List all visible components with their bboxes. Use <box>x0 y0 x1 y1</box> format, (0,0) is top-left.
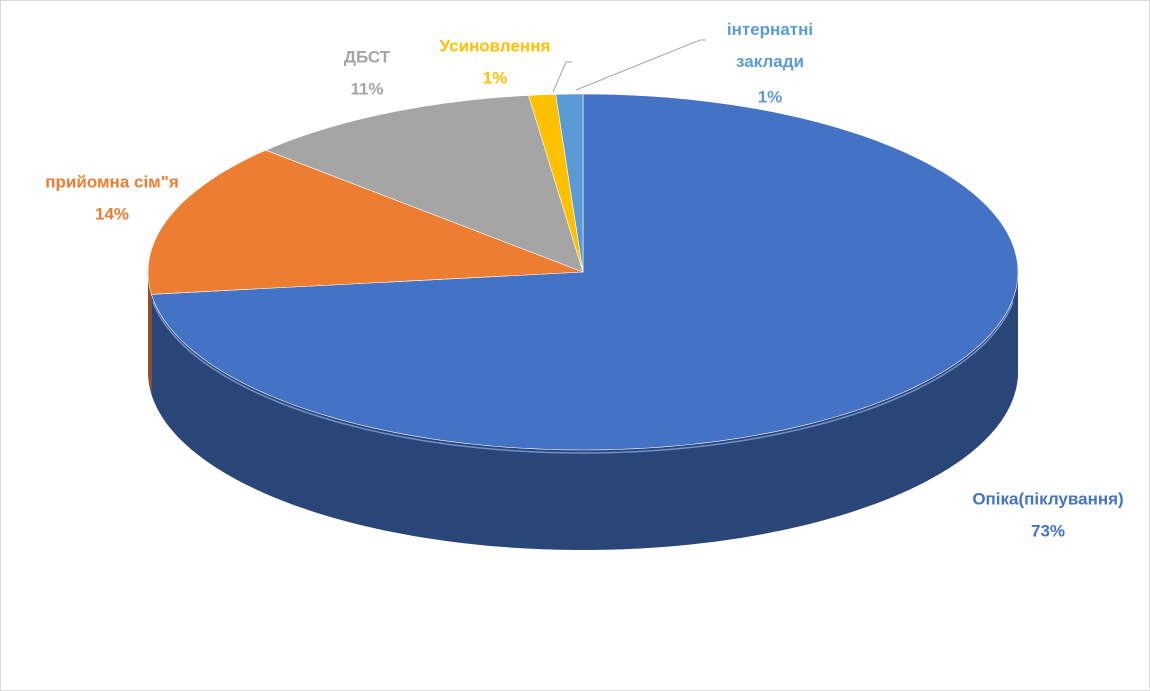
slice <box>147 149 584 295</box>
slice-side-shade <box>148 272 152 395</box>
data-label-value: 73% <box>1031 521 1065 540</box>
rim-highlight <box>152 301 1014 454</box>
slice <box>555 93 584 273</box>
slice <box>150 93 1019 451</box>
data-label-value: 1% <box>758 87 783 106</box>
data-label-value: 11% <box>350 79 383 98</box>
data-label-value: 14% <box>95 204 129 223</box>
data-label-category: прийомна сім"я <box>45 172 178 191</box>
leader-line <box>575 39 706 91</box>
slice-side-shade <box>151 272 1018 550</box>
data-label-category: Опіка(піклування) <box>972 489 1123 508</box>
data-label-category: ДБСТ <box>344 47 391 66</box>
leader-line <box>552 61 572 93</box>
data-label-category: інтернатні заклади <box>727 20 813 71</box>
data-label-category: Усиновлення <box>440 36 551 55</box>
data-label-value: 1% <box>483 68 508 87</box>
slice <box>265 95 584 273</box>
slice-side <box>148 272 152 395</box>
slice-side <box>151 272 1018 550</box>
